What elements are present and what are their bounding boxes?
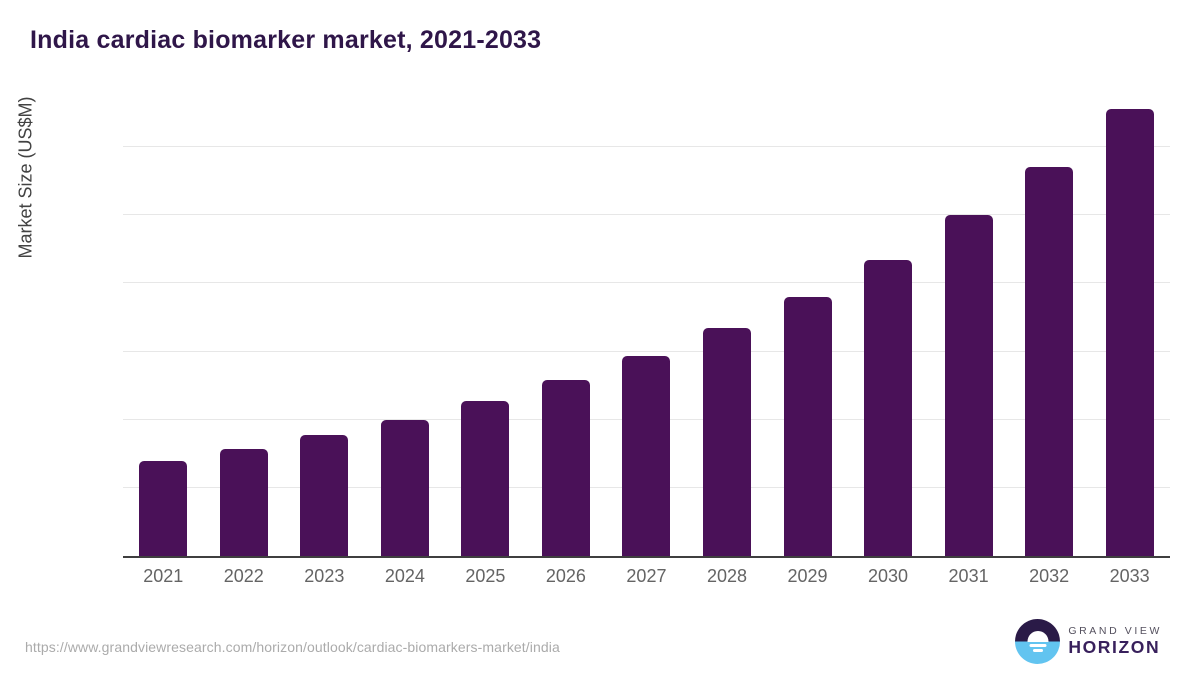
y-axis-title: Market Size (US$M) (15, 96, 36, 259)
logo-sun-dome (1027, 631, 1049, 642)
x-tick-label-2023: 2023 (304, 566, 345, 586)
bar-slot-2021 (123, 460, 204, 556)
logo-brand-bottom: HORIZON (1068, 637, 1161, 658)
chart-title: India cardiac biomarker market, 2021-203… (30, 26, 542, 54)
bar-2031 (944, 215, 993, 556)
logo-horizon-line-1 (1029, 643, 1047, 647)
bar-2029 (783, 297, 832, 556)
bar-2023 (300, 435, 349, 556)
x-tick-label-2024: 2024 (384, 566, 425, 586)
bar-slot-2027 (606, 356, 687, 556)
x-tick-label-2032: 2032 (1029, 566, 1070, 586)
logo-brand-top: GRAND VIEW (1068, 625, 1162, 638)
footer: https://www.grandviewresearch.com/horizo… (0, 613, 1200, 675)
x-tick-label-2029: 2029 (787, 566, 828, 586)
x-tick-label-2028: 2028 (706, 566, 747, 586)
logo-horizon-line-2 (1032, 649, 1043, 652)
x-tick-label-2021: 2021 (143, 566, 184, 586)
bar-slot-2030 (848, 259, 929, 556)
gridline-1500 (123, 350, 1170, 352)
bar-slot-2023 (284, 435, 365, 556)
grand-view-horizon-logo: GRAND VIEW HORIZON (1015, 619, 1162, 664)
source-url: https://www.grandviewresearch.com/horizo… (25, 639, 560, 655)
gridline-3000 (123, 146, 1170, 148)
bar-slot-2028 (687, 328, 768, 556)
bar-2032 (1025, 166, 1074, 556)
x-axis-tick-labels: 2021 2022 2023 2024 2025 2026 2027 2028 2029 2030… (123, 566, 1170, 587)
x-tick-label-2031: 2031 (948, 566, 989, 586)
bar-2033 (1105, 108, 1154, 556)
bar-2026 (541, 380, 590, 556)
bar-2021 (139, 460, 188, 556)
x-tick-label-2022: 2022 (223, 566, 264, 586)
plot-area (123, 100, 1170, 558)
bar-2024 (380, 419, 429, 556)
bar-slot-2026 (526, 380, 607, 556)
x-tick-label-2027: 2027 (626, 566, 667, 586)
bar-slot-2032 (1009, 166, 1090, 556)
bar-2022 (219, 449, 268, 556)
grand-view-horizon-logo-icon (1015, 619, 1061, 664)
gridline-2000 (123, 282, 1170, 284)
bar-slot-2029 (767, 297, 848, 556)
bar-slot-2025 (445, 400, 526, 556)
x-tick-label-2026: 2026 (545, 566, 586, 586)
bar-slot-2022 (204, 449, 285, 556)
bar-2030 (864, 259, 913, 556)
bar-slot-2033 (1089, 108, 1170, 556)
gridline-2500 (123, 214, 1170, 216)
x-tick-label-2030: 2030 (868, 566, 909, 586)
bar-series (123, 100, 1170, 556)
bar-slot-2024 (365, 419, 446, 556)
x-tick-label-2025: 2025 (465, 566, 506, 586)
x-tick-label-2033: 2033 (1109, 566, 1150, 586)
bar-slot-2031 (928, 215, 1009, 556)
bar-2025 (461, 400, 510, 556)
bar-2027 (622, 356, 671, 556)
bar-2028 (702, 328, 751, 556)
